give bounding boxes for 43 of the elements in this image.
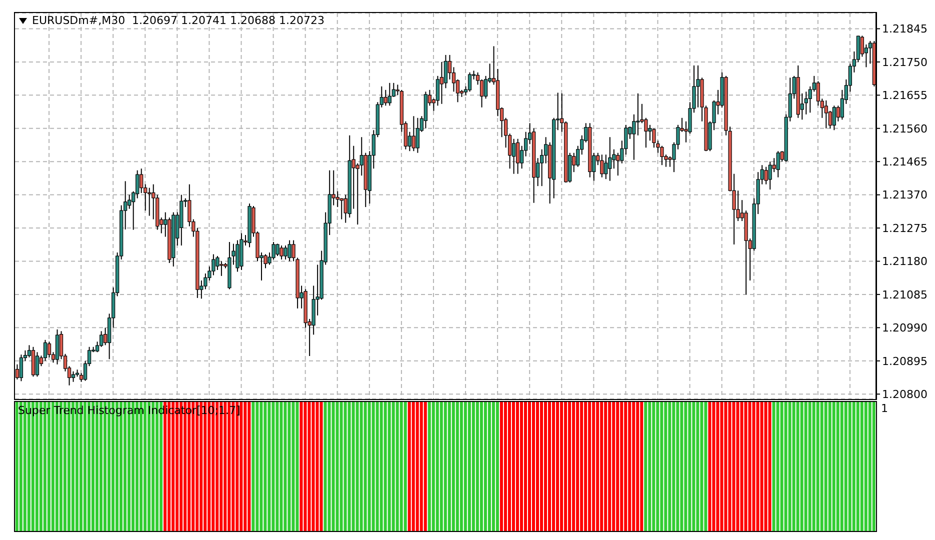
candlestick xyxy=(288,240,292,262)
chart-title: EURUSDm#,M30 1.20697 1.20741 1.20688 1.20723 xyxy=(32,14,324,27)
candlestick xyxy=(19,354,24,382)
y-tick-label: 1.21750 xyxy=(882,56,928,69)
y-tick-label: 1.21370 xyxy=(882,188,928,202)
candlestick xyxy=(608,136,612,182)
candlestick xyxy=(384,89,388,106)
candlestick xyxy=(516,138,520,174)
candlestick xyxy=(768,161,772,190)
candlestick xyxy=(604,154,608,180)
y-tick-label: 1.21275 xyxy=(882,222,928,235)
candlestick xyxy=(47,341,52,358)
candlestick xyxy=(468,72,472,92)
candlestick xyxy=(600,154,604,178)
y-tick-label: 1.20990 xyxy=(882,322,928,335)
candlestick xyxy=(616,152,620,176)
y-tick-label: 1.21085 xyxy=(882,288,928,302)
y-tick-label: 1.21180 xyxy=(882,255,928,268)
candlestick xyxy=(220,260,224,276)
candlestick xyxy=(280,245,284,260)
text: 1 xyxy=(881,402,888,415)
candlestick xyxy=(148,187,152,216)
candlestick xyxy=(284,245,288,260)
candlestick xyxy=(776,150,780,178)
y-tick-label: 1.21655 xyxy=(882,89,928,102)
candlestick xyxy=(336,190,340,208)
candlestick xyxy=(832,105,836,131)
candlestick xyxy=(444,54,448,89)
y-tick-label: 1.21845 xyxy=(882,22,928,36)
y-tick-label: 1.20895 xyxy=(882,354,928,368)
candlestick xyxy=(43,339,48,362)
candlestick xyxy=(412,116,416,152)
y-tick-label: 1.21560 xyxy=(882,122,928,136)
candlestick xyxy=(35,352,40,378)
candlestick xyxy=(416,117,420,154)
candlestick xyxy=(71,370,76,382)
y-tick-label: 1.20800 xyxy=(882,388,928,402)
candlestick xyxy=(276,243,280,256)
candlestick xyxy=(388,82,392,106)
candlestick xyxy=(140,168,144,194)
candlestick xyxy=(856,35,860,62)
y-tick-label: 1.21465 xyxy=(882,156,928,168)
candlestick xyxy=(824,100,828,129)
